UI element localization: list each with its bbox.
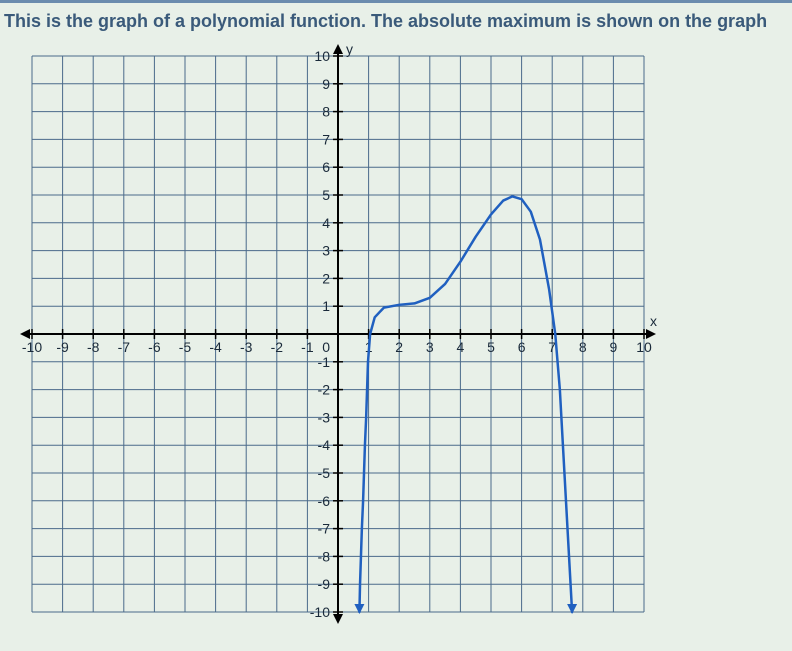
svg-text:0: 0: [322, 339, 330, 355]
svg-text:-7: -7: [118, 339, 131, 355]
svg-text:-5: -5: [318, 465, 331, 481]
svg-text:3: 3: [426, 339, 434, 355]
svg-text:-4: -4: [318, 437, 331, 453]
svg-text:9: 9: [610, 339, 618, 355]
svg-text:10: 10: [636, 339, 652, 355]
svg-text:-1: -1: [301, 339, 314, 355]
svg-text:1: 1: [322, 298, 330, 314]
svg-text:-4: -4: [209, 339, 222, 355]
svg-text:7: 7: [322, 131, 330, 147]
svg-text:10: 10: [314, 48, 330, 64]
svg-text:8: 8: [579, 339, 587, 355]
svg-text:2: 2: [322, 270, 330, 286]
svg-text:-3: -3: [318, 409, 331, 425]
svg-text:-1: -1: [318, 354, 331, 370]
svg-text:-9: -9: [318, 576, 331, 592]
prompt-text: This is the graph of a polynomial functi…: [0, 3, 792, 38]
svg-text:6: 6: [322, 159, 330, 175]
svg-text:4: 4: [457, 339, 465, 355]
svg-text:-10: -10: [22, 339, 42, 355]
svg-text:-2: -2: [318, 382, 331, 398]
svg-text:-8: -8: [318, 548, 331, 564]
svg-text:x: x: [650, 313, 657, 329]
polynomial-graph: -10 -9 -8 -7 -6 -5 -4 -3 -2 -1 1 2 3 4 5 6 7 8 9 10 0 -10 -9 -8…: [18, 42, 658, 626]
svg-text:-3: -3: [240, 339, 253, 355]
svg-text:y: y: [346, 42, 353, 57]
svg-text:-10: -10: [310, 604, 330, 620]
svg-text:5: 5: [487, 339, 495, 355]
svg-text:9: 9: [322, 76, 330, 92]
chart-container: -10 -9 -8 -7 -6 -5 -4 -3 -2 -1 1 2 3 4 5 6 7 8 9 10 0 -10 -9 -8…: [0, 38, 792, 626]
svg-text:-7: -7: [318, 521, 331, 537]
svg-text:-8: -8: [87, 339, 100, 355]
svg-text:-6: -6: [148, 339, 161, 355]
svg-text:3: 3: [322, 243, 330, 259]
svg-text:5: 5: [322, 187, 330, 203]
svg-text:-2: -2: [271, 339, 284, 355]
svg-text:2: 2: [395, 339, 403, 355]
svg-text:-6: -6: [318, 493, 331, 509]
svg-text:8: 8: [322, 104, 330, 120]
svg-text:-9: -9: [56, 339, 69, 355]
svg-text:4: 4: [322, 215, 330, 231]
svg-text:6: 6: [518, 339, 526, 355]
svg-text:-5: -5: [179, 339, 192, 355]
